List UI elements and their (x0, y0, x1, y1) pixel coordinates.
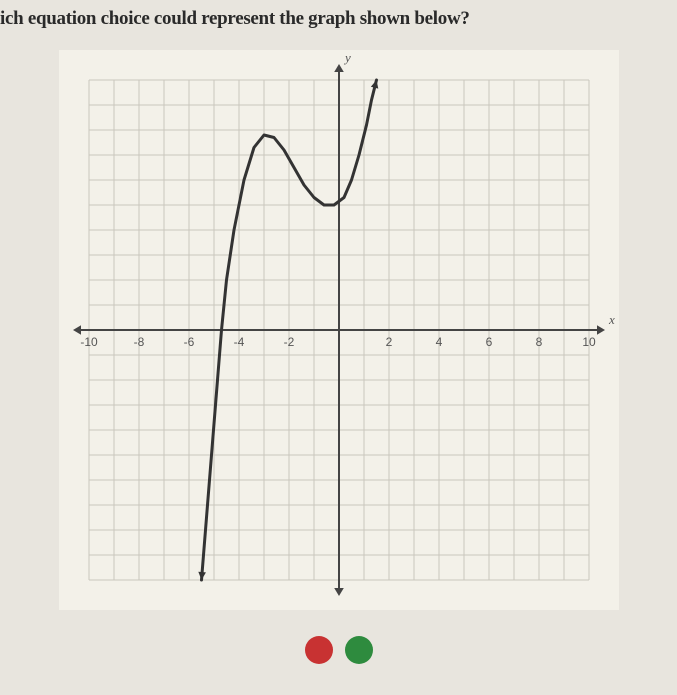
dot-green[interactable] (345, 636, 373, 664)
graph: x y -10 -8 -6 -4 -2 2 4 6 8 10 (59, 50, 619, 610)
svg-text:x: x (608, 312, 615, 327)
question-text: ich equation choice could represent the … (0, 0, 677, 50)
svg-text:-10: -10 (80, 335, 98, 349)
svg-text:8: 8 (535, 335, 542, 349)
svg-text:10: 10 (582, 335, 596, 349)
svg-text:-6: -6 (183, 335, 194, 349)
answer-dots (0, 630, 677, 669)
svg-text:4: 4 (435, 335, 442, 349)
svg-text:2: 2 (385, 335, 392, 349)
dot-red[interactable] (305, 636, 333, 664)
svg-text:-2: -2 (283, 335, 294, 349)
svg-text:6: 6 (485, 335, 492, 349)
svg-text:-4: -4 (233, 335, 244, 349)
svg-text:-8: -8 (133, 335, 144, 349)
svg-text:y: y (343, 50, 351, 65)
